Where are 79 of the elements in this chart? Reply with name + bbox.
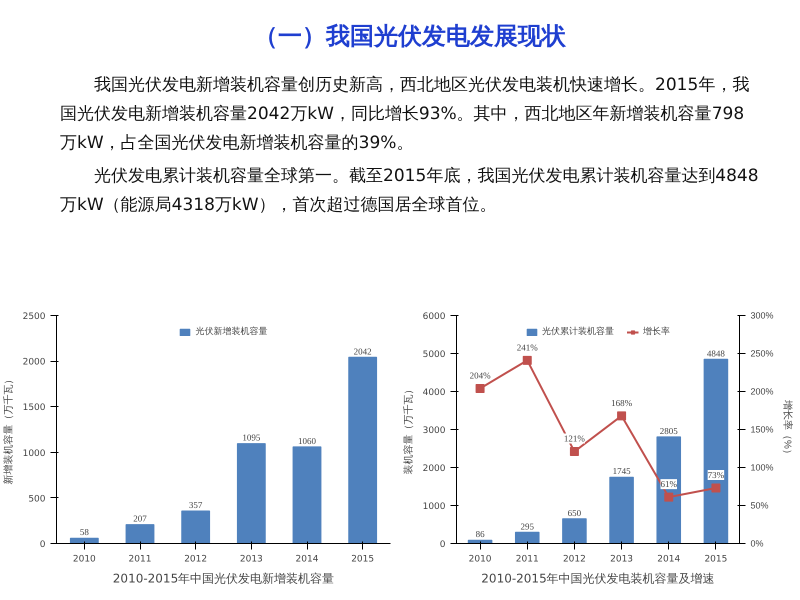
data-label: 650: [568, 508, 582, 518]
data-label: 1745: [612, 466, 632, 476]
data-label: 295: [520, 521, 534, 532]
bar: [70, 538, 99, 544]
data-label: 168%: [611, 398, 633, 408]
x-tick-label: 2010: [468, 554, 492, 564]
bar: [656, 436, 682, 544]
point: [617, 411, 626, 420]
y-tick-label: 1500: [22, 403, 46, 414]
bar: [704, 358, 728, 544]
bar: [609, 476, 634, 544]
y-tick-label: 2000: [22, 358, 46, 368]
data-label: 1060: [298, 436, 316, 446]
text: 2010-2015年中国光伏发电新增装机容量: [112, 572, 334, 586]
y2-axis-title: 增长率（%）: [782, 399, 794, 459]
data-label: 1095: [242, 432, 261, 443]
y2-tick-label: 250%: [750, 348, 774, 358]
data-label: 241%: [516, 342, 538, 352]
bar: [468, 540, 492, 544]
y-tick-label: 3000: [422, 426, 446, 436]
y-axis-title: 新增装机容量（万千瓦）: [2, 374, 15, 484]
data-label: 86: [476, 529, 486, 540]
x-tick-label: 2012: [184, 554, 208, 564]
y-tick-label: 1000: [22, 448, 46, 459]
legend-label: 光伏新增装机容量: [196, 325, 268, 338]
y2-tick-label: 150%: [750, 424, 774, 434]
y-tick-label: 0: [440, 540, 446, 550]
data-label: 4848: [706, 348, 726, 358]
bar: [514, 532, 540, 544]
y2-tick-label: 300%: [750, 310, 774, 320]
bar: [562, 518, 587, 544]
y-axis-title: 装机容量（万千瓦）: [402, 384, 415, 474]
data-label: 2805: [660, 426, 678, 436]
data-label: 357: [188, 500, 203, 510]
x-tick-label: 2013: [240, 554, 263, 564]
point: [522, 356, 532, 365]
legend-label: 增长率: [643, 325, 670, 338]
y-tick-label: 2000: [422, 464, 446, 474]
bar: [292, 446, 322, 544]
y2-tick-label: 100%: [750, 462, 774, 472]
y2-tick-label: 50%: [750, 500, 769, 510]
text: 2010-2015年中国光伏发电装机容量及增速: [481, 572, 715, 586]
point: [476, 384, 485, 393]
x-tick-label: 2014: [296, 554, 319, 564]
y-tick-label: 2500: [22, 312, 46, 322]
bar: [181, 510, 210, 544]
data-label: 2042: [354, 346, 372, 356]
x-tick-label: 2015: [351, 554, 374, 564]
y-tick-label: 6000: [422, 312, 446, 322]
y2-tick-label: 0%: [750, 538, 764, 548]
x-tick-label: 2013: [610, 554, 634, 564]
x-tick-label: 2015: [704, 554, 728, 564]
x-tick-label: 2011: [128, 554, 152, 564]
y-tick-label: 0: [40, 540, 46, 550]
x-tick-label: 2010: [72, 554, 96, 564]
data-label: 73%: [708, 470, 725, 480]
x-tick-label: 2012: [562, 554, 586, 564]
point: [664, 492, 674, 502]
bar: [236, 443, 266, 544]
text: （一）我国光伏发电发展现状: [253, 21, 567, 52]
data-label: 207: [133, 514, 148, 524]
point: [570, 447, 579, 456]
y-tick-label: 5000: [422, 350, 446, 360]
data-label: 58: [80, 527, 90, 538]
data-label: 204%: [470, 370, 492, 380]
y-tick-label: 500: [28, 494, 46, 504]
x-tick-label: 2014: [657, 554, 680, 564]
data-label: 121%: [564, 434, 586, 444]
point: [711, 484, 720, 493]
y2-tick-label: 200%: [750, 386, 774, 396]
x-tick-label: 2011: [516, 554, 539, 564]
y-tick-label: 4000: [422, 388, 446, 398]
legend-label: 光伏累计装机容量: [542, 325, 614, 338]
bar: [126, 524, 154, 544]
y-tick-label: 1000: [422, 502, 446, 512]
bar: [348, 356, 378, 544]
text: 我国光伏发电新增装机容量创历史新高，西北地区光伏发电装机快速增长。2015年，我国光伏发电新增装机容量2042万kW，同比增长93%。其中，西北地区年新增装机容量798万kW，占全国光伏发电新增装机容量的39%。: [60, 74, 750, 156]
data-label: 61%: [660, 479, 678, 490]
text: 光伏发电累计装机容量全球第一。截至2015年底，我国光伏发电累计装机容量达到4848万kW（能源局4318万kW），首次超过德国居全球首位。: [60, 164, 760, 217]
